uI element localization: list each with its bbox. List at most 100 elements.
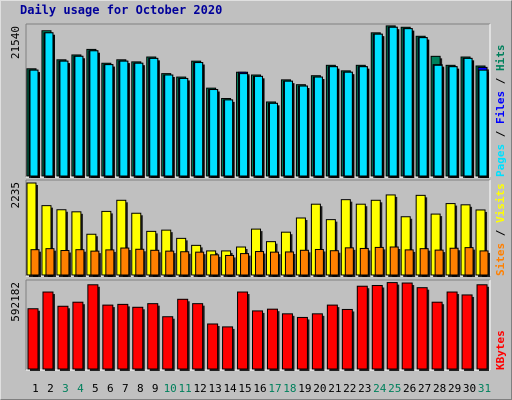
bar-kbytes-day-2	[42, 291, 54, 370]
x-tick-label: 14	[223, 382, 237, 395]
bar-kbytes-day-23	[356, 285, 368, 370]
bar-pages-day-28	[433, 64, 443, 177]
bar-sites-day-25	[389, 246, 399, 276]
bar-kbytes-day-24	[371, 284, 383, 370]
bar-sites-day-6	[105, 249, 115, 276]
bar-sites-day-18	[284, 251, 294, 276]
bar-kbytes-day-18	[281, 313, 293, 370]
bar-sites-day-15	[240, 253, 250, 276]
x-tick-label: 23	[358, 382, 371, 395]
x-tick-label: 5	[92, 382, 99, 395]
bar-pages-day-21	[328, 66, 338, 177]
bar-kbytes-day-12	[192, 303, 204, 370]
bar-kbytes-day-17	[266, 308, 278, 370]
bar-pages-day-19	[298, 85, 308, 177]
bar-pages-day-25	[388, 26, 398, 177]
bar-sites-day-11	[180, 251, 190, 276]
bar-pages-day-1	[29, 69, 39, 177]
bar-kbytes-day-26	[401, 282, 413, 370]
bar-kbytes-day-22	[341, 308, 353, 370]
bar-pages-day-17	[268, 102, 278, 177]
bar-kbytes-day-11	[177, 298, 189, 370]
bar-kbytes-day-7	[117, 303, 129, 370]
bar-kbytes-day-19	[296, 316, 308, 370]
bar-pages-day-27	[418, 37, 428, 177]
legend-pages-files-hits-part: /	[494, 71, 507, 91]
bar-pages-day-10	[164, 74, 174, 177]
bar-sites-day-4	[75, 249, 85, 276]
x-tick-label: 2	[47, 382, 54, 395]
x-tick-label: 3	[62, 382, 69, 395]
bar-sites-day-29	[449, 247, 459, 276]
x-tick-label: 24	[373, 382, 387, 395]
bar-sites-day-26	[404, 249, 414, 276]
bar-kbytes-day-31	[476, 284, 488, 370]
bar-sites-day-10	[165, 250, 175, 276]
x-tick-label: 31	[478, 382, 491, 395]
bar-kbytes-day-5	[87, 284, 99, 370]
x-tick-label: 13	[208, 382, 221, 395]
x-tick-label: 19	[298, 382, 311, 395]
bar-sites-day-14	[225, 254, 235, 276]
bar-sites-day-19	[299, 249, 309, 276]
x-tick-label: 28	[433, 382, 446, 395]
bar-kbytes-day-4	[72, 301, 84, 370]
bar-sites-day-1	[30, 249, 40, 276]
bar-pages-day-6	[104, 64, 114, 177]
bar-kbytes-day-8	[132, 306, 144, 370]
max-value-label: 21540	[9, 26, 22, 59]
bar-sites-day-8	[135, 248, 145, 276]
bar-pages-day-14	[224, 99, 234, 177]
max-value-label: 592182	[9, 282, 22, 322]
legend-sites-visits-part: /	[494, 223, 507, 243]
legend-pages-files-hits-part: /	[494, 124, 507, 144]
x-tick-label: 16	[253, 382, 266, 395]
bar-pages-day-31	[478, 69, 488, 177]
bar-pages-day-9	[149, 57, 159, 177]
bar-sites-day-17	[269, 251, 279, 276]
bar-kbytes-day-1	[27, 308, 39, 370]
bar-pages-day-8	[134, 62, 144, 177]
legend-pages-files-hits: Pages / Files / Hits	[494, 45, 507, 178]
bar-sites-day-24	[374, 246, 384, 276]
x-tick-label: 15	[238, 382, 251, 395]
legend-pages-files-hits-part: Hits	[494, 45, 507, 72]
bar-pages-day-11	[179, 77, 189, 177]
bar-sites-day-9	[150, 249, 160, 276]
bar-pages-day-22	[343, 71, 353, 177]
bar-sites-day-12	[195, 251, 205, 276]
x-tick-label: 6	[107, 382, 114, 395]
bar-pages-day-2	[44, 32, 54, 177]
bar-pages-day-12	[194, 62, 204, 177]
bar-sites-day-27	[419, 248, 429, 276]
bar-kbytes-day-28	[431, 301, 443, 370]
x-tick-label: 21	[328, 382, 341, 395]
bar-pages-day-29	[448, 66, 458, 177]
x-tick-label: 9	[152, 382, 159, 395]
bar-kbytes-day-30	[461, 294, 473, 370]
x-tick-label: 8	[137, 382, 144, 395]
bar-kbytes-day-14	[222, 326, 234, 370]
x-tick-label: 30	[463, 382, 476, 395]
bar-sites-day-28	[434, 249, 444, 276]
bar-sites-day-23	[359, 247, 369, 276]
bar-pages-day-23	[358, 66, 368, 177]
bar-kbytes-day-13	[207, 323, 219, 370]
bar-sites-day-21	[329, 250, 339, 276]
bar-kbytes-day-20	[311, 313, 323, 370]
x-tick-label: 25	[388, 382, 401, 395]
bar-kbytes-day-25	[386, 282, 398, 370]
bar-sites-day-5	[90, 250, 100, 276]
bar-kbytes-day-9	[147, 303, 159, 370]
bar-pages-day-5	[89, 50, 99, 177]
bar-pages-day-15	[239, 73, 249, 177]
legend-sites-visits: Sites / Visits	[494, 183, 507, 276]
bar-sites-day-20	[314, 248, 324, 276]
bar-sites-day-2	[45, 248, 55, 276]
bar-sites-day-30	[464, 247, 474, 276]
bar-kbytes-day-15	[237, 291, 249, 370]
bar-kbytes-day-6	[102, 304, 114, 370]
chart-title: Daily usage for October 2020	[20, 3, 223, 17]
legend-kbytes-part: KBytes	[494, 330, 507, 370]
